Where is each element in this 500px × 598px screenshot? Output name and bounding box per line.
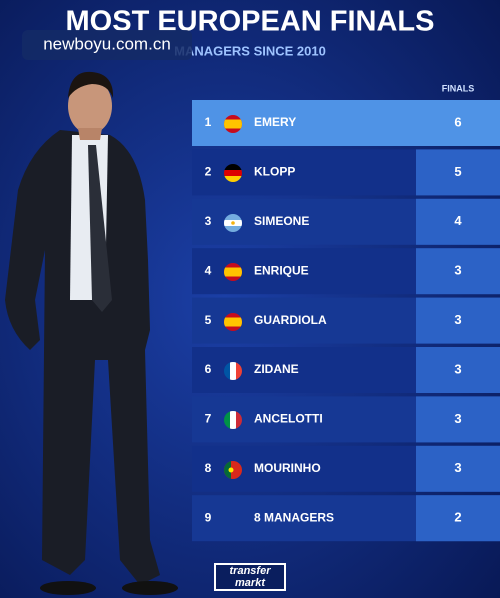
finals-cell [416, 198, 500, 245]
table-row: 4 ENRIQUE 3 [192, 248, 500, 295]
finals-cell [416, 149, 500, 196]
finals-count: 3 [454, 312, 461, 327]
manager-name: EMERY [254, 115, 296, 129]
finals-count: 5 [454, 164, 461, 179]
flag-germany [224, 164, 242, 182]
subtitle: MANAGERS SINCE 2010 [174, 43, 326, 58]
table-row: 2 KLOPP 5 [192, 149, 500, 196]
logo-text: markt [235, 577, 266, 589]
watermark: newboyu.com.cn [43, 34, 171, 53]
flag-italy [224, 411, 242, 429]
finals-cell [416, 396, 500, 443]
manager-name: MOURINHO [254, 461, 321, 475]
finals-count: 2 [454, 510, 461, 525]
finals-cell [416, 495, 500, 542]
manager-name: ZIDANE [254, 362, 299, 376]
row-background [192, 100, 500, 146]
finals-count: 4 [454, 213, 462, 228]
logo-inner [216, 565, 284, 589]
flag-argentina [224, 214, 242, 232]
manager-name: KLOPP [254, 165, 295, 179]
finals-cell [416, 297, 500, 344]
rank: 1 [205, 115, 212, 129]
manager-name: 8 MANAGERS [254, 510, 334, 524]
rank: 6 [205, 362, 212, 376]
flags [224, 115, 242, 479]
finals-count: 6 [454, 114, 461, 129]
finals-cell [416, 347, 500, 393]
rank: 2 [205, 165, 212, 179]
rank: 7 [205, 412, 212, 426]
table: 1 EMERY 6 2 KLOPP 5 3 SIMEONE 4 4 ENRIQUE 3 5 GUARDIO… [192, 100, 500, 542]
flag-spain [224, 313, 242, 331]
table-row: 6 ZIDANE 3 [192, 347, 500, 393]
finals-count: 3 [454, 411, 461, 426]
rank: 9 [205, 510, 212, 524]
rank: 4 [205, 263, 212, 277]
finals-count: 3 [454, 361, 461, 376]
manager-name: ENRIQUE [254, 263, 309, 277]
table-row: 1 EMERY 6 [192, 100, 500, 146]
manager-name: ANCELOTTI [254, 412, 323, 426]
manager-name: SIMEONE [254, 214, 309, 228]
finals-cell [416, 445, 500, 492]
table-row: 5 GUARDIOLA 3 [192, 297, 500, 344]
flag-spain [224, 115, 242, 133]
table-row: 9 8 MANAGERS 2 [192, 495, 500, 542]
finals-count: 3 [454, 460, 461, 475]
manager-name: GUARDIOLA [254, 313, 327, 327]
rank: 5 [205, 313, 212, 327]
table-row: 3 SIMEONE 4 [192, 198, 500, 245]
rank: 3 [205, 214, 212, 228]
finals-cell [416, 248, 500, 295]
table-row: 8 MOURINHO 3 [192, 445, 500, 492]
column-header: FINALS [442, 83, 475, 93]
watermark-box [22, 30, 192, 60]
flag-france [224, 362, 242, 380]
flag-portugal [224, 461, 242, 479]
table-row: 7 ANCELOTTI 3 [192, 396, 500, 443]
logo: transfer markt [214, 563, 286, 591]
logo-text: transfer [230, 565, 272, 577]
rank: 8 [205, 461, 212, 475]
flag-spain [224, 263, 242, 281]
finals-count: 3 [454, 263, 461, 278]
manager-photo [5, 71, 178, 595]
